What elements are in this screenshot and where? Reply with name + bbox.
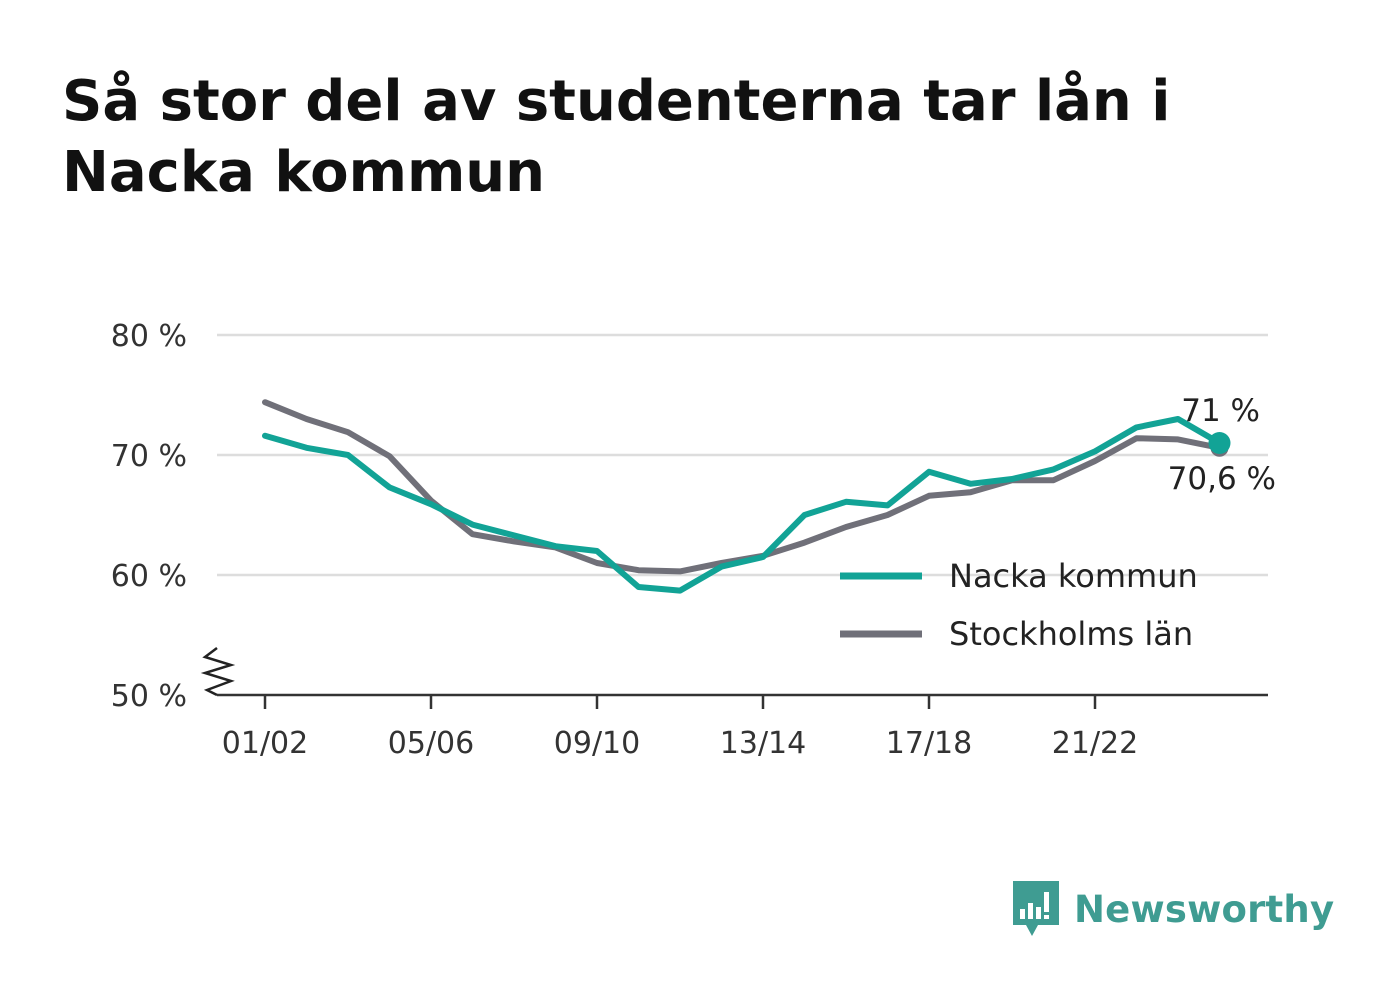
- y-tick-label: 50 %: [111, 679, 187, 714]
- x-tick-label: 21/22: [1052, 726, 1138, 761]
- end-label-stockholm: 70,6 %: [1168, 461, 1276, 497]
- chart-title: Så stor del av studenterna tar lån i Nac…: [62, 69, 1171, 205]
- y-tick-label: 60 %: [111, 559, 187, 594]
- legend: Nacka kommun Stockholms län: [840, 557, 1198, 653]
- axes: 80 % 70 % 60 % 50 % 01/02 05/06 09/10 13/14 17/1…: [111, 319, 1268, 761]
- x-tick-label: 17/18: [886, 726, 972, 761]
- y-tick-label: 80 %: [111, 319, 187, 354]
- end-labels: 71 % 70,6 %: [1168, 393, 1276, 497]
- newsworthy-logo-icon: [1013, 881, 1059, 936]
- legend-label-nacka: Nacka kommun: [949, 557, 1198, 595]
- end-point-nacka: [1208, 432, 1231, 454]
- x-tick-label: 01/02: [222, 726, 308, 761]
- series-lines: [262, 399, 1223, 594]
- series-line-stockholm: [262, 399, 1223, 575]
- x-tick-label: 13/14: [720, 726, 806, 761]
- series-line-nacka: [262, 416, 1223, 594]
- legend-label-stockholm: Stockholms län: [949, 615, 1193, 653]
- x-tick-label: 05/06: [388, 726, 474, 761]
- axis-break-icon: [200, 647, 236, 697]
- brand-logo: Newsworthy: [1010, 878, 1334, 940]
- end-label-nacka: 71 %: [1181, 393, 1260, 429]
- brand-name: Newsworthy: [1074, 887, 1335, 931]
- y-tick-label: 70 %: [111, 439, 187, 474]
- x-tick-label: 09/10: [554, 726, 640, 761]
